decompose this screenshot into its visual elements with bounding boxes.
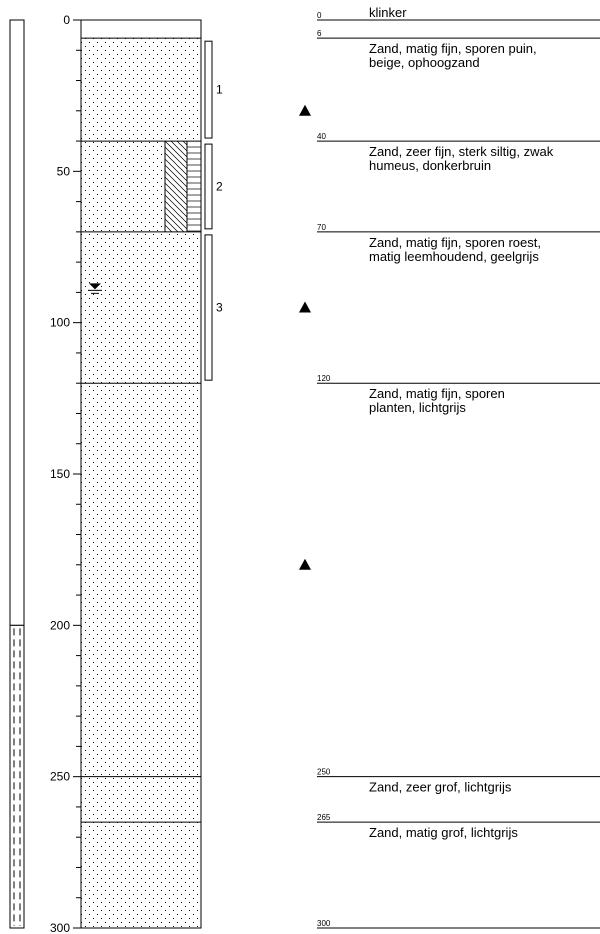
sand-fill	[81, 776, 201, 823]
layer-description: 40 Zand, zeer fijn, sterk siltig, zwakhum…	[317, 132, 600, 173]
depth-tick-label: 0	[63, 13, 70, 27]
layer-description-text: Zand, matig fijn, sporen roest,	[369, 235, 541, 250]
soil-column	[80, 19, 202, 929]
column-outline	[80, 19, 202, 929]
sand-fill	[81, 231, 201, 384]
sample-interval: 2	[204, 143, 223, 230]
silt-lines	[187, 141, 201, 232]
layer-description: 0 klinker	[317, 5, 600, 21]
layer-description: 70 Zand, matig fijn, sporen roest,matig l…	[317, 223, 600, 264]
soil-layer	[81, 776, 201, 823]
depth-tick-label: 100	[50, 316, 70, 330]
sand-fill	[81, 141, 165, 232]
well-casing	[9, 19, 25, 929]
depth-tick-label: 250	[50, 770, 70, 784]
triangle-marker-icon	[299, 301, 311, 313]
sample-interval: 3	[204, 234, 223, 381]
layer-description-text: planten, lichtgrijs	[369, 400, 466, 415]
layer-description-text: beige, ophoogzand	[369, 55, 480, 70]
sample-label: 3	[216, 301, 223, 315]
layer-depth-label: 40	[317, 132, 326, 141]
layer-description-text: klinker	[369, 5, 407, 20]
layer-description-text: Zand, matig grof, lichtgrijs	[369, 825, 518, 840]
layer-description-text: Zand, zeer grof, lichtgrijs	[369, 780, 512, 795]
triangle-marker-icon	[299, 558, 311, 570]
soil-layer	[81, 38, 201, 142]
layer-depth-label: 6	[317, 29, 322, 38]
sample-bar	[204, 40, 213, 139]
layer-description-text: Zand, zeer fijn, sterk siltig, zwak	[369, 144, 554, 159]
layer-depth-label: 250	[317, 768, 331, 777]
sand-fill	[81, 822, 201, 928]
layer-description-text: Zand, matig fijn, sporen	[369, 386, 505, 401]
depth-tick-label: 150	[50, 467, 70, 481]
layer-depth-label: 120	[317, 374, 331, 383]
sample-interval: 1	[204, 40, 223, 139]
layer-description: 250 Zand, zeer grof, lichtgrijs	[317, 768, 600, 795]
final-depth-label: 300	[317, 919, 331, 928]
depth-tick-label: 50	[57, 164, 71, 178]
layer-description-text: humeus, donkerbruin	[369, 158, 491, 173]
sand-fill	[81, 38, 201, 142]
casing-blind-section	[9, 19, 25, 626]
layer-description: 6 Zand, matig fijn, sporen puin,beige, op…	[317, 29, 600, 70]
sample-bar	[204, 143, 213, 230]
layer-depth-label: 0	[317, 11, 322, 20]
sample-label: 1	[216, 83, 223, 97]
layer-description: 265 Zand, matig grof, lichtgrijs	[317, 813, 600, 840]
soil-layer	[81, 231, 201, 384]
sample-label: 2	[216, 179, 223, 193]
depth-axis: 0 50 100 150 200 250 300	[50, 13, 81, 934]
triangle-marker-icon	[299, 104, 311, 116]
layer-description-text: Zand, matig fijn, sporen puin,	[369, 41, 537, 56]
sample-intervals: 1 2 3	[204, 40, 223, 381]
groundwater-level-icon	[88, 283, 102, 294]
soil-layer	[81, 822, 201, 929]
depth-tick-label: 300	[50, 921, 70, 934]
markers	[299, 104, 311, 570]
humus-hatch	[165, 141, 187, 232]
sand-fill	[81, 383, 201, 777]
layer-description-text: matig leemhoudend, geelgrijs	[369, 249, 539, 264]
layer-depth-label: 265	[317, 813, 331, 822]
depth-tick-label: 200	[50, 618, 70, 632]
soil-layer	[81, 141, 201, 233]
layer-descriptions: 0 klinker 6 Zand, matig fijn, sporen puin,b…	[317, 5, 600, 929]
sample-bar	[204, 234, 213, 381]
layer-depth-label: 70	[317, 223, 326, 232]
groundwater-triangle	[89, 283, 101, 290]
soil-layer	[81, 383, 201, 778]
casing-filter-section	[9, 624, 25, 929]
